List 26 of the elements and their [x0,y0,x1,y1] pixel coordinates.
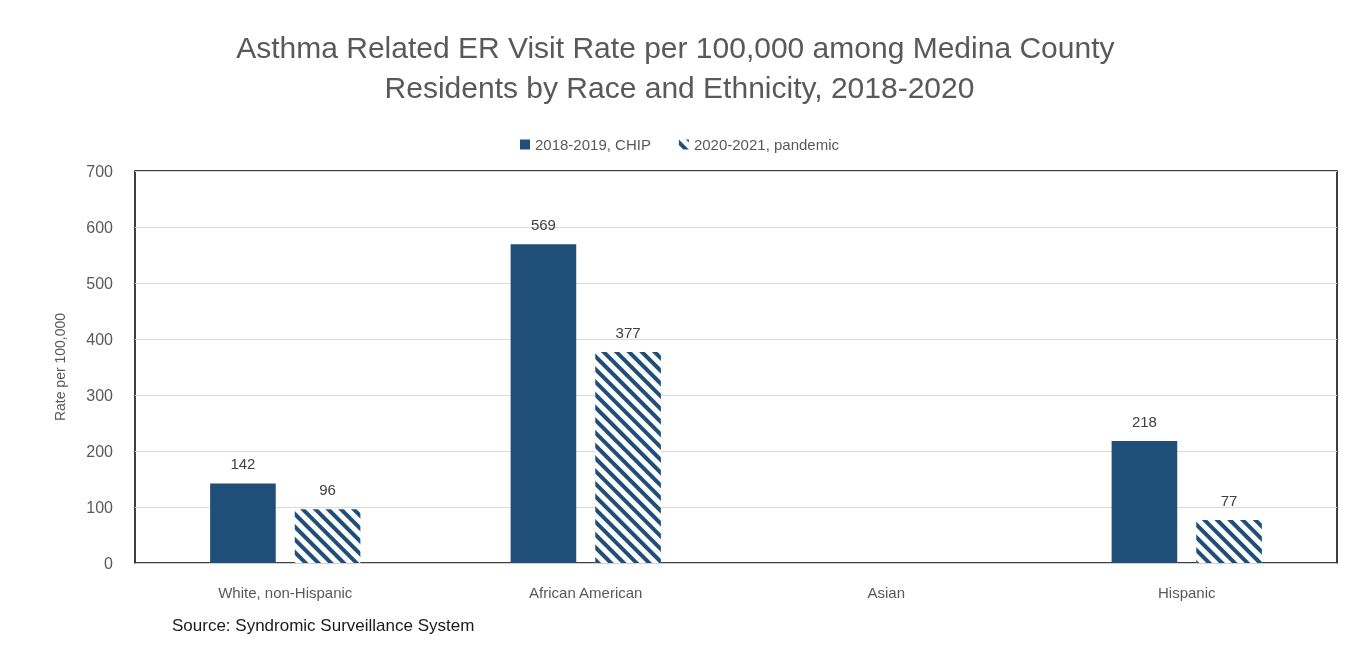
bar [510,244,577,563]
legend-label: 2018-2019, CHIP [534,136,651,153]
x-tick-label: African American [529,584,643,601]
chart-title: Asthma Related ER Visit Rate per 100,000 among Medina County Residents by Race and Ethnicity, 2018-2020 [236,30,1123,104]
y-tick-label: 600 [86,218,114,236]
bar [210,483,276,563]
data-label: 77 [1220,491,1238,509]
bar [1111,440,1178,563]
y-tick-label: 700 [86,162,114,180]
x-tick-label: Hispanic [1157,584,1217,601]
y-tick-label: 200 [86,442,114,460]
y-axis-title: Rate per 100,000 [52,312,68,422]
y-tick-label: 500 [86,274,114,292]
x-tick-label: White, non-Hispanic [218,584,353,601]
x-tick-label: Asian [867,584,906,601]
data-label: 218 [1131,412,1157,430]
y-tick-label: 400 [86,330,114,348]
data-label: 96 [319,481,336,499]
y-tick-label: 300 [86,386,114,404]
y-tick-label: 0 [104,554,114,572]
data-label: 377 [615,323,641,341]
data-label: 142 [230,455,256,473]
source-note: Source: Syndromic Surveillance System [172,616,475,635]
data-label: 569 [530,216,556,234]
legend-label: 2020-2021, pandemic [693,136,840,153]
y-tick-label: 100 [86,498,114,516]
